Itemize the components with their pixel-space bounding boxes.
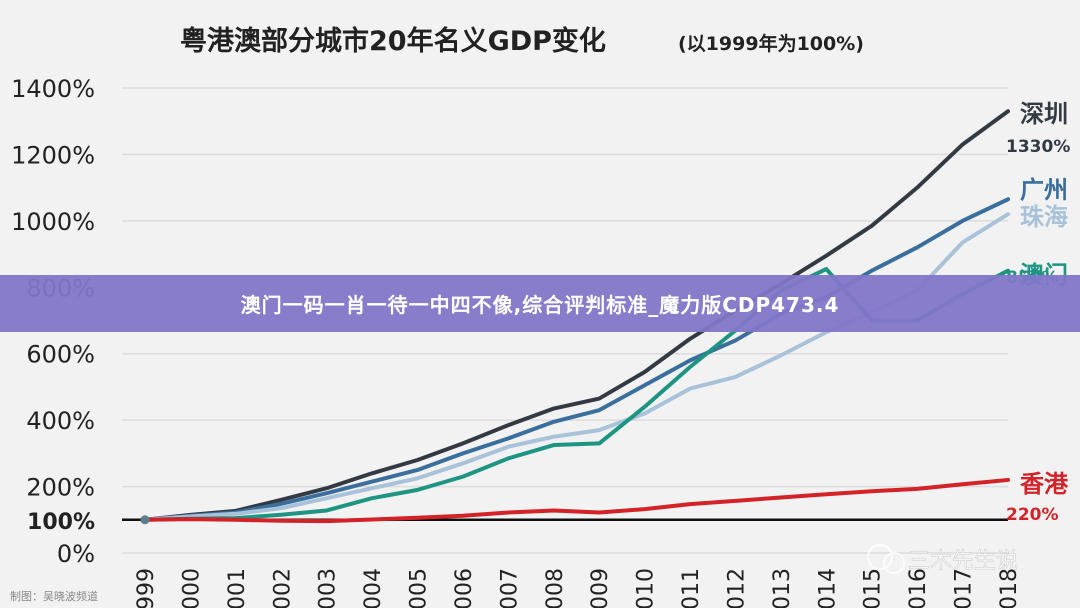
- y-tick-label: 1000%: [11, 208, 95, 236]
- origin-point: [140, 515, 150, 525]
- x-tick-label: 2004: [361, 568, 386, 608]
- wechat-watermark: 三木先生说: [867, 544, 1018, 574]
- series-label: 香港: [1020, 470, 1069, 498]
- y-tick-label: 200%: [26, 474, 95, 502]
- series-label: 珠海: [1020, 203, 1068, 231]
- x-tick-label: 2013: [770, 568, 795, 608]
- x-tick-label: 2003: [316, 568, 341, 608]
- series-end-value: 1330%: [1006, 137, 1070, 157]
- x-tick-label: 2018: [997, 568, 1022, 608]
- overlay-banner: 澳门一码一肖一待一中四不像,综合评判标准_魔力版CDP473.4: [0, 275, 1080, 332]
- x-tick-label: 2005: [407, 568, 432, 608]
- series-line-2: [143, 212, 1010, 522]
- x-tick-label: 2006: [452, 568, 477, 608]
- y-tick-label: 600%: [26, 341, 95, 369]
- y-tick-label: 0%: [57, 540, 95, 568]
- wechat-icon: [867, 544, 893, 570]
- x-tick-label: 2002: [270, 568, 295, 608]
- series-end-value: 220%: [1006, 505, 1059, 525]
- series-line-1: [143, 197, 1010, 522]
- chart-title: 粤港澳部分城市20年名义GDP变化: [180, 25, 606, 57]
- series-label: 深圳: [1020, 100, 1068, 128]
- x-tick-label: 2015: [861, 568, 886, 608]
- x-tick-label: 2010: [634, 568, 659, 608]
- x-tick-label: 1999: [134, 568, 159, 608]
- x-tick-label: 2012: [724, 568, 749, 608]
- banner-text: 澳门一码一肖一待一中四不像,综合评判标准_魔力版CDP473.4: [240, 293, 840, 317]
- y-tick-label: 1200%: [11, 141, 95, 169]
- x-tick-label: 2008: [543, 568, 568, 608]
- x-tick-label: 2016: [906, 568, 931, 608]
- x-tick-label: 2017: [952, 568, 977, 608]
- series-line-0: [143, 109, 1010, 522]
- chart-subtitle: (以1999年为100%): [678, 32, 864, 55]
- y-tick-label: 400%: [26, 407, 95, 435]
- watermark-text: 三木先生说: [908, 549, 1018, 574]
- x-tick-label: 2001: [225, 568, 250, 608]
- x-tick-label: 2000: [179, 568, 204, 608]
- x-tick-label: 2009: [588, 568, 613, 608]
- y-tick-label: 1400%: [11, 75, 95, 103]
- x-tick-label: 2011: [679, 568, 704, 608]
- series-label: 广州: [1020, 176, 1068, 204]
- x-tick-label: 2007: [497, 568, 522, 608]
- y-tick-label: 100%: [27, 510, 95, 535]
- series-line-4: [143, 477, 1010, 524]
- source-credit: 制图：吴晓波频道: [10, 589, 98, 603]
- x-tick-label: 2014: [815, 568, 840, 608]
